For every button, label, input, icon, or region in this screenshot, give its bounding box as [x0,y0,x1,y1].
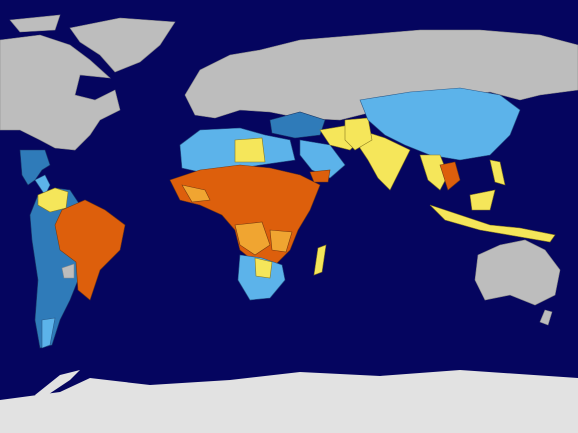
borneo [469,189,496,211]
central-america [34,174,51,196]
madagascar [313,244,327,276]
greenland [69,17,176,73]
new-zealand [539,309,553,326]
pakistan-afghanistan [344,117,373,151]
eurasia [184,29,578,121]
australia [474,239,561,306]
southeast-asia [419,154,449,191]
arctic-islands [9,14,61,33]
east-africa-light [269,229,293,253]
west-africa-light [181,184,211,203]
brazil [54,199,126,301]
philippines [489,159,506,186]
antarctica [0,370,578,433]
zimbabwe-region [254,257,273,279]
china [359,87,521,161]
mexico-central-america [19,149,51,186]
yemen [309,169,331,183]
angola-region [234,221,271,256]
indonesia [429,204,556,243]
turkey-region [269,111,326,139]
patagonia [41,317,56,349]
india [359,129,411,191]
paraguay [61,263,75,279]
southern-africa [237,254,286,301]
north-america [0,34,121,151]
antarctic-peninsula [35,370,80,400]
cambodia-laos [439,161,461,191]
libya [234,137,266,163]
